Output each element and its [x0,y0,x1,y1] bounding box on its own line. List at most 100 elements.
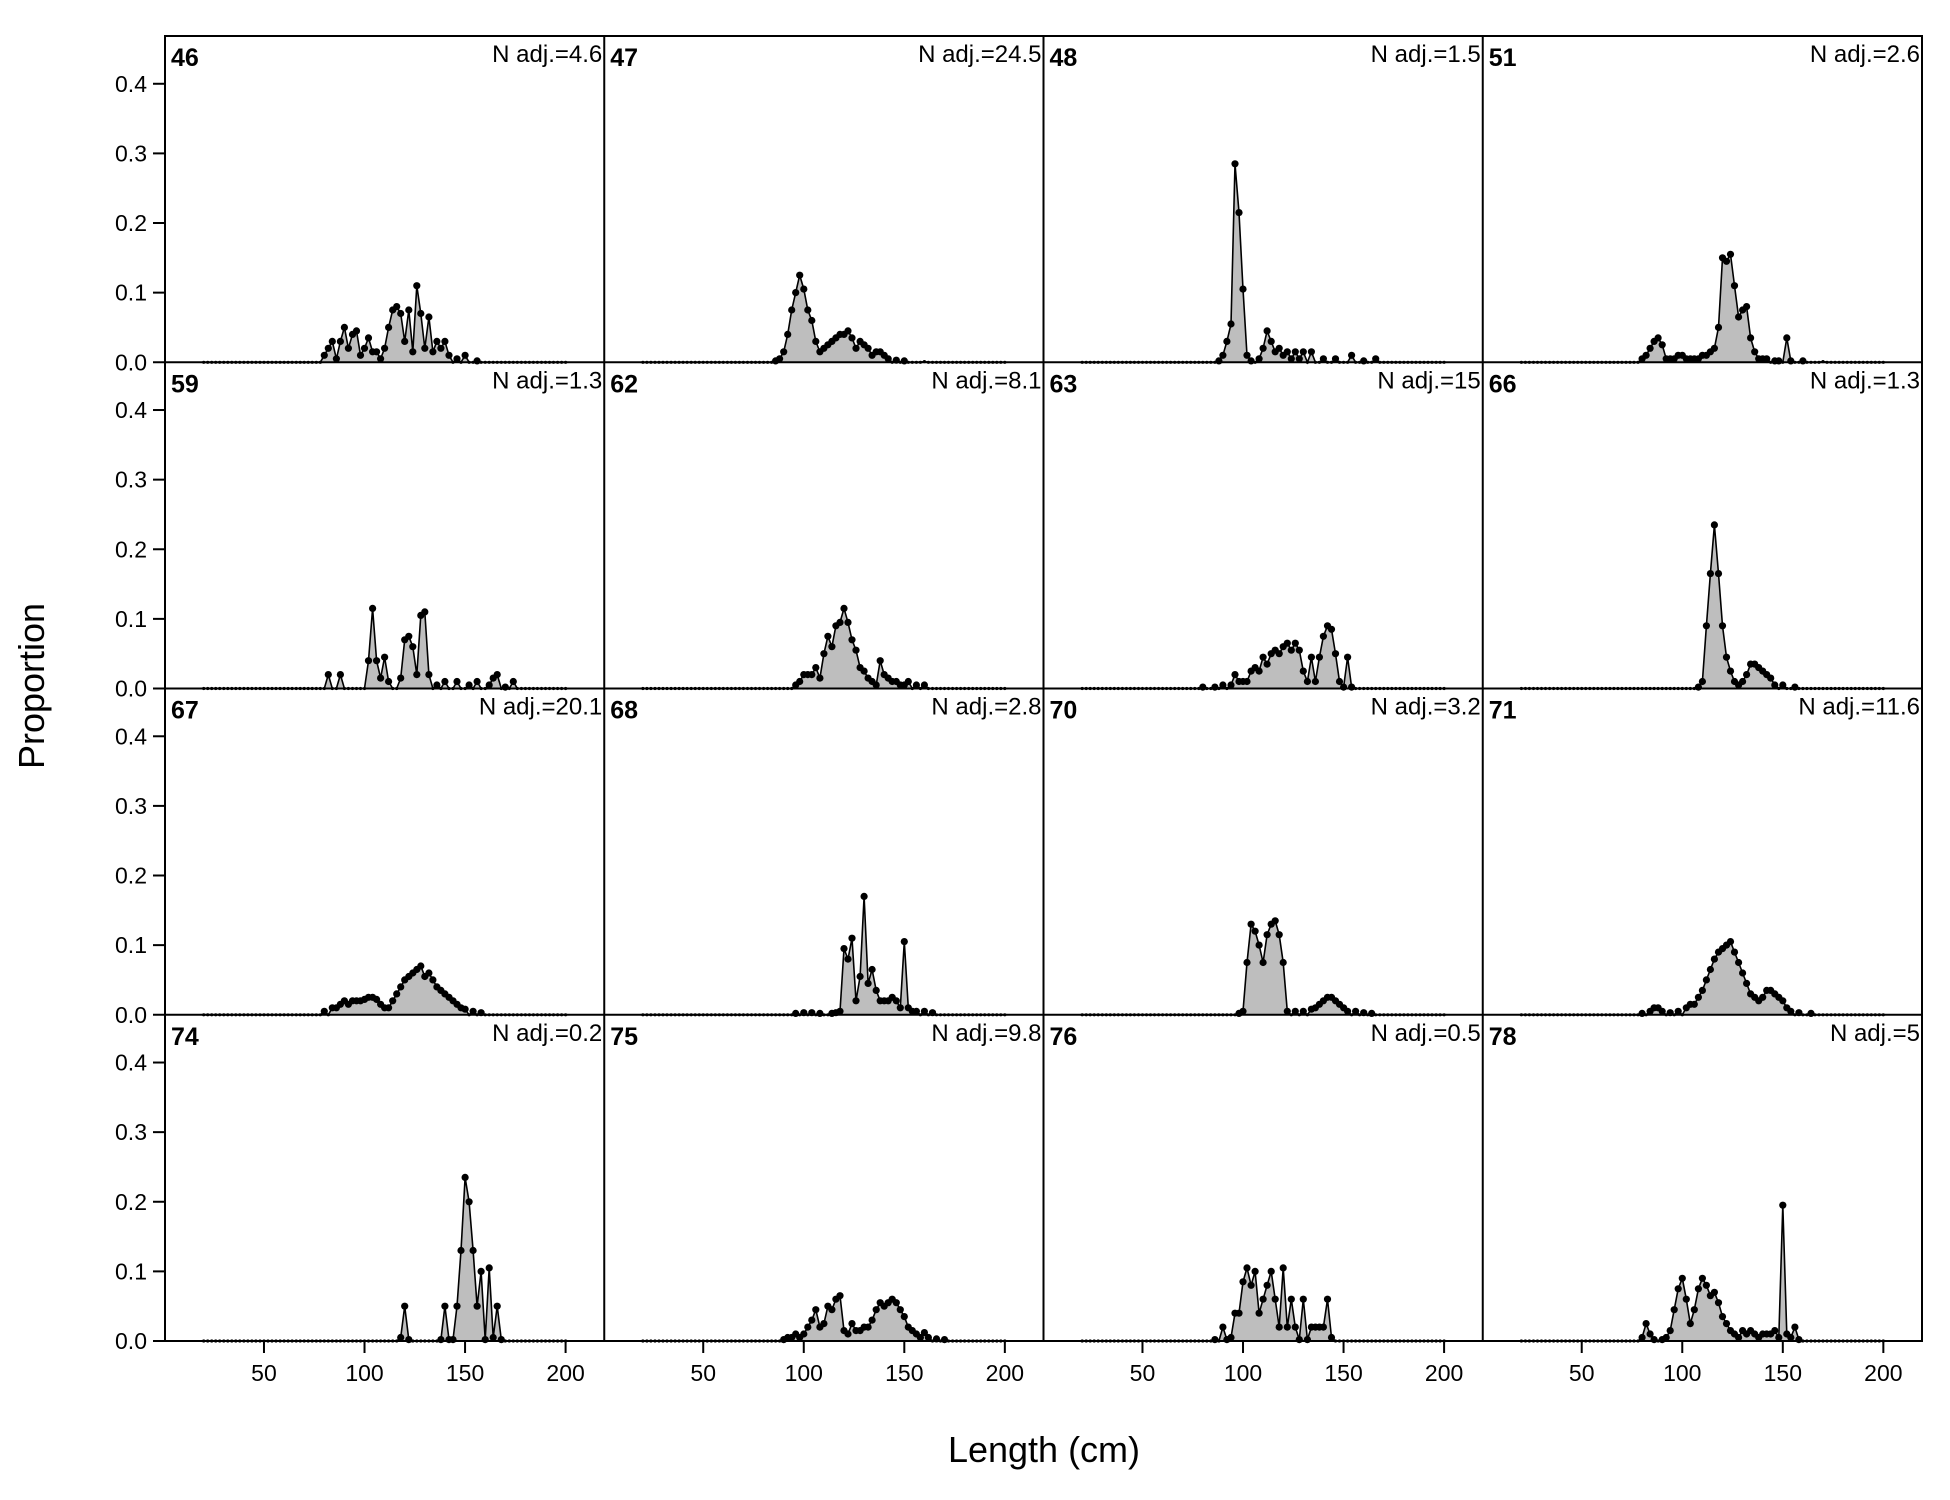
data-point [1283,1007,1291,1015]
data-point [1255,355,1263,363]
y-tick-label: 0.2 [115,536,147,562]
data-point [1638,1009,1646,1018]
data-point [1255,1309,1263,1317]
data-point [397,674,405,682]
data-point [373,348,381,356]
data-point [1771,1327,1779,1335]
data-point [461,1005,469,1013]
data-point [429,976,437,984]
data-point [364,657,373,665]
data-point [425,313,433,321]
data-point [1706,965,1714,974]
data-point [369,604,377,613]
data-point [1791,683,1799,691]
y-axis-title: Proportion [11,603,52,769]
n-adj-label: N adj.=5 [1830,1020,1920,1047]
data-point [397,309,405,318]
data-point [481,1336,489,1344]
data-point [469,1246,477,1255]
panel-47: 47 N adj.=24.5 [610,41,1042,365]
data-point [1722,257,1731,265]
data-point [493,1302,501,1310]
data-point [848,334,856,342]
data-point [1223,337,1231,345]
data-point [896,1306,904,1314]
data-point [320,1007,328,1015]
data-point [1231,671,1239,679]
data-point [1658,1007,1666,1015]
data-point [1735,1333,1743,1342]
data-point [1239,1278,1247,1286]
data-point [1299,1295,1307,1303]
panel-74: 74 N adj.=0.2 [171,1020,602,1344]
distribution-area [1521,524,1884,689]
data-point [792,1009,800,1018]
data-point [1714,323,1723,331]
x-tick-label: 150 [885,1360,923,1386]
y-tick-label: 0.0 [115,1002,147,1028]
data-point [1718,1313,1727,1321]
data-point [796,677,804,686]
data-point [1710,955,1718,963]
data-point [1227,1333,1235,1342]
data-point [1219,681,1227,689]
data-point [453,355,461,363]
y-tick-label: 0.4 [115,71,147,97]
data-point [1743,303,1751,311]
data-point [840,604,848,613]
data-point [1315,653,1323,661]
data-point [405,306,413,314]
data-point [1726,250,1735,258]
data-point [1331,355,1340,363]
data-point [912,681,921,689]
data-point [1714,1299,1723,1307]
data-point [473,1302,481,1310]
data-point [1674,1285,1682,1293]
data-point [812,664,820,672]
panel-51: 51 N adj.=2.6 [1489,41,1920,365]
data-point [1335,677,1344,686]
data-point [792,289,800,297]
data-point [884,355,892,363]
data-point [804,1323,812,1331]
data-point [1799,357,1807,365]
panel-label: 62 [610,370,638,398]
data-point [453,677,461,686]
data-point [1714,570,1723,578]
data-point [1654,334,1662,342]
data-point [1263,931,1271,939]
data-point [441,1302,449,1310]
data-point [1348,683,1356,691]
panel-label: 63 [1050,370,1078,398]
data-point [856,972,864,981]
data-point [1243,1264,1251,1272]
data-point [1340,683,1348,691]
n-adj-label: N adj.=11.6 [1798,694,1920,721]
y-tick-label: 0.0 [115,349,147,375]
data-point [1319,632,1327,640]
data-point [872,681,880,689]
data-point [872,1306,880,1314]
data-point [445,351,453,359]
data-point [1642,351,1650,359]
data-point [1259,344,1267,352]
data-point [872,986,880,995]
panel-46: 46 N adj.=4.6 [171,41,602,365]
data-point [836,618,844,627]
data-point [868,1316,876,1324]
data-point [1706,570,1714,578]
data-point [844,618,852,627]
distribution-area [642,608,1005,689]
x-tick-label: 200 [1425,1360,1463,1386]
n-adj-label: N adj.=1.3 [1810,367,1920,394]
data-point [864,979,872,988]
data-point [1303,677,1311,686]
distribution-area [203,608,566,689]
data-point [409,643,417,651]
panels-layer: 46 N adj.=4.6 59 N adj.=1.3 67 N adj.=20.1 74 N… [171,41,1920,1344]
data-point [344,344,352,352]
data-point [1348,351,1356,359]
data-point [860,892,868,901]
data-point [364,334,373,342]
distribution-area [642,896,1005,1015]
